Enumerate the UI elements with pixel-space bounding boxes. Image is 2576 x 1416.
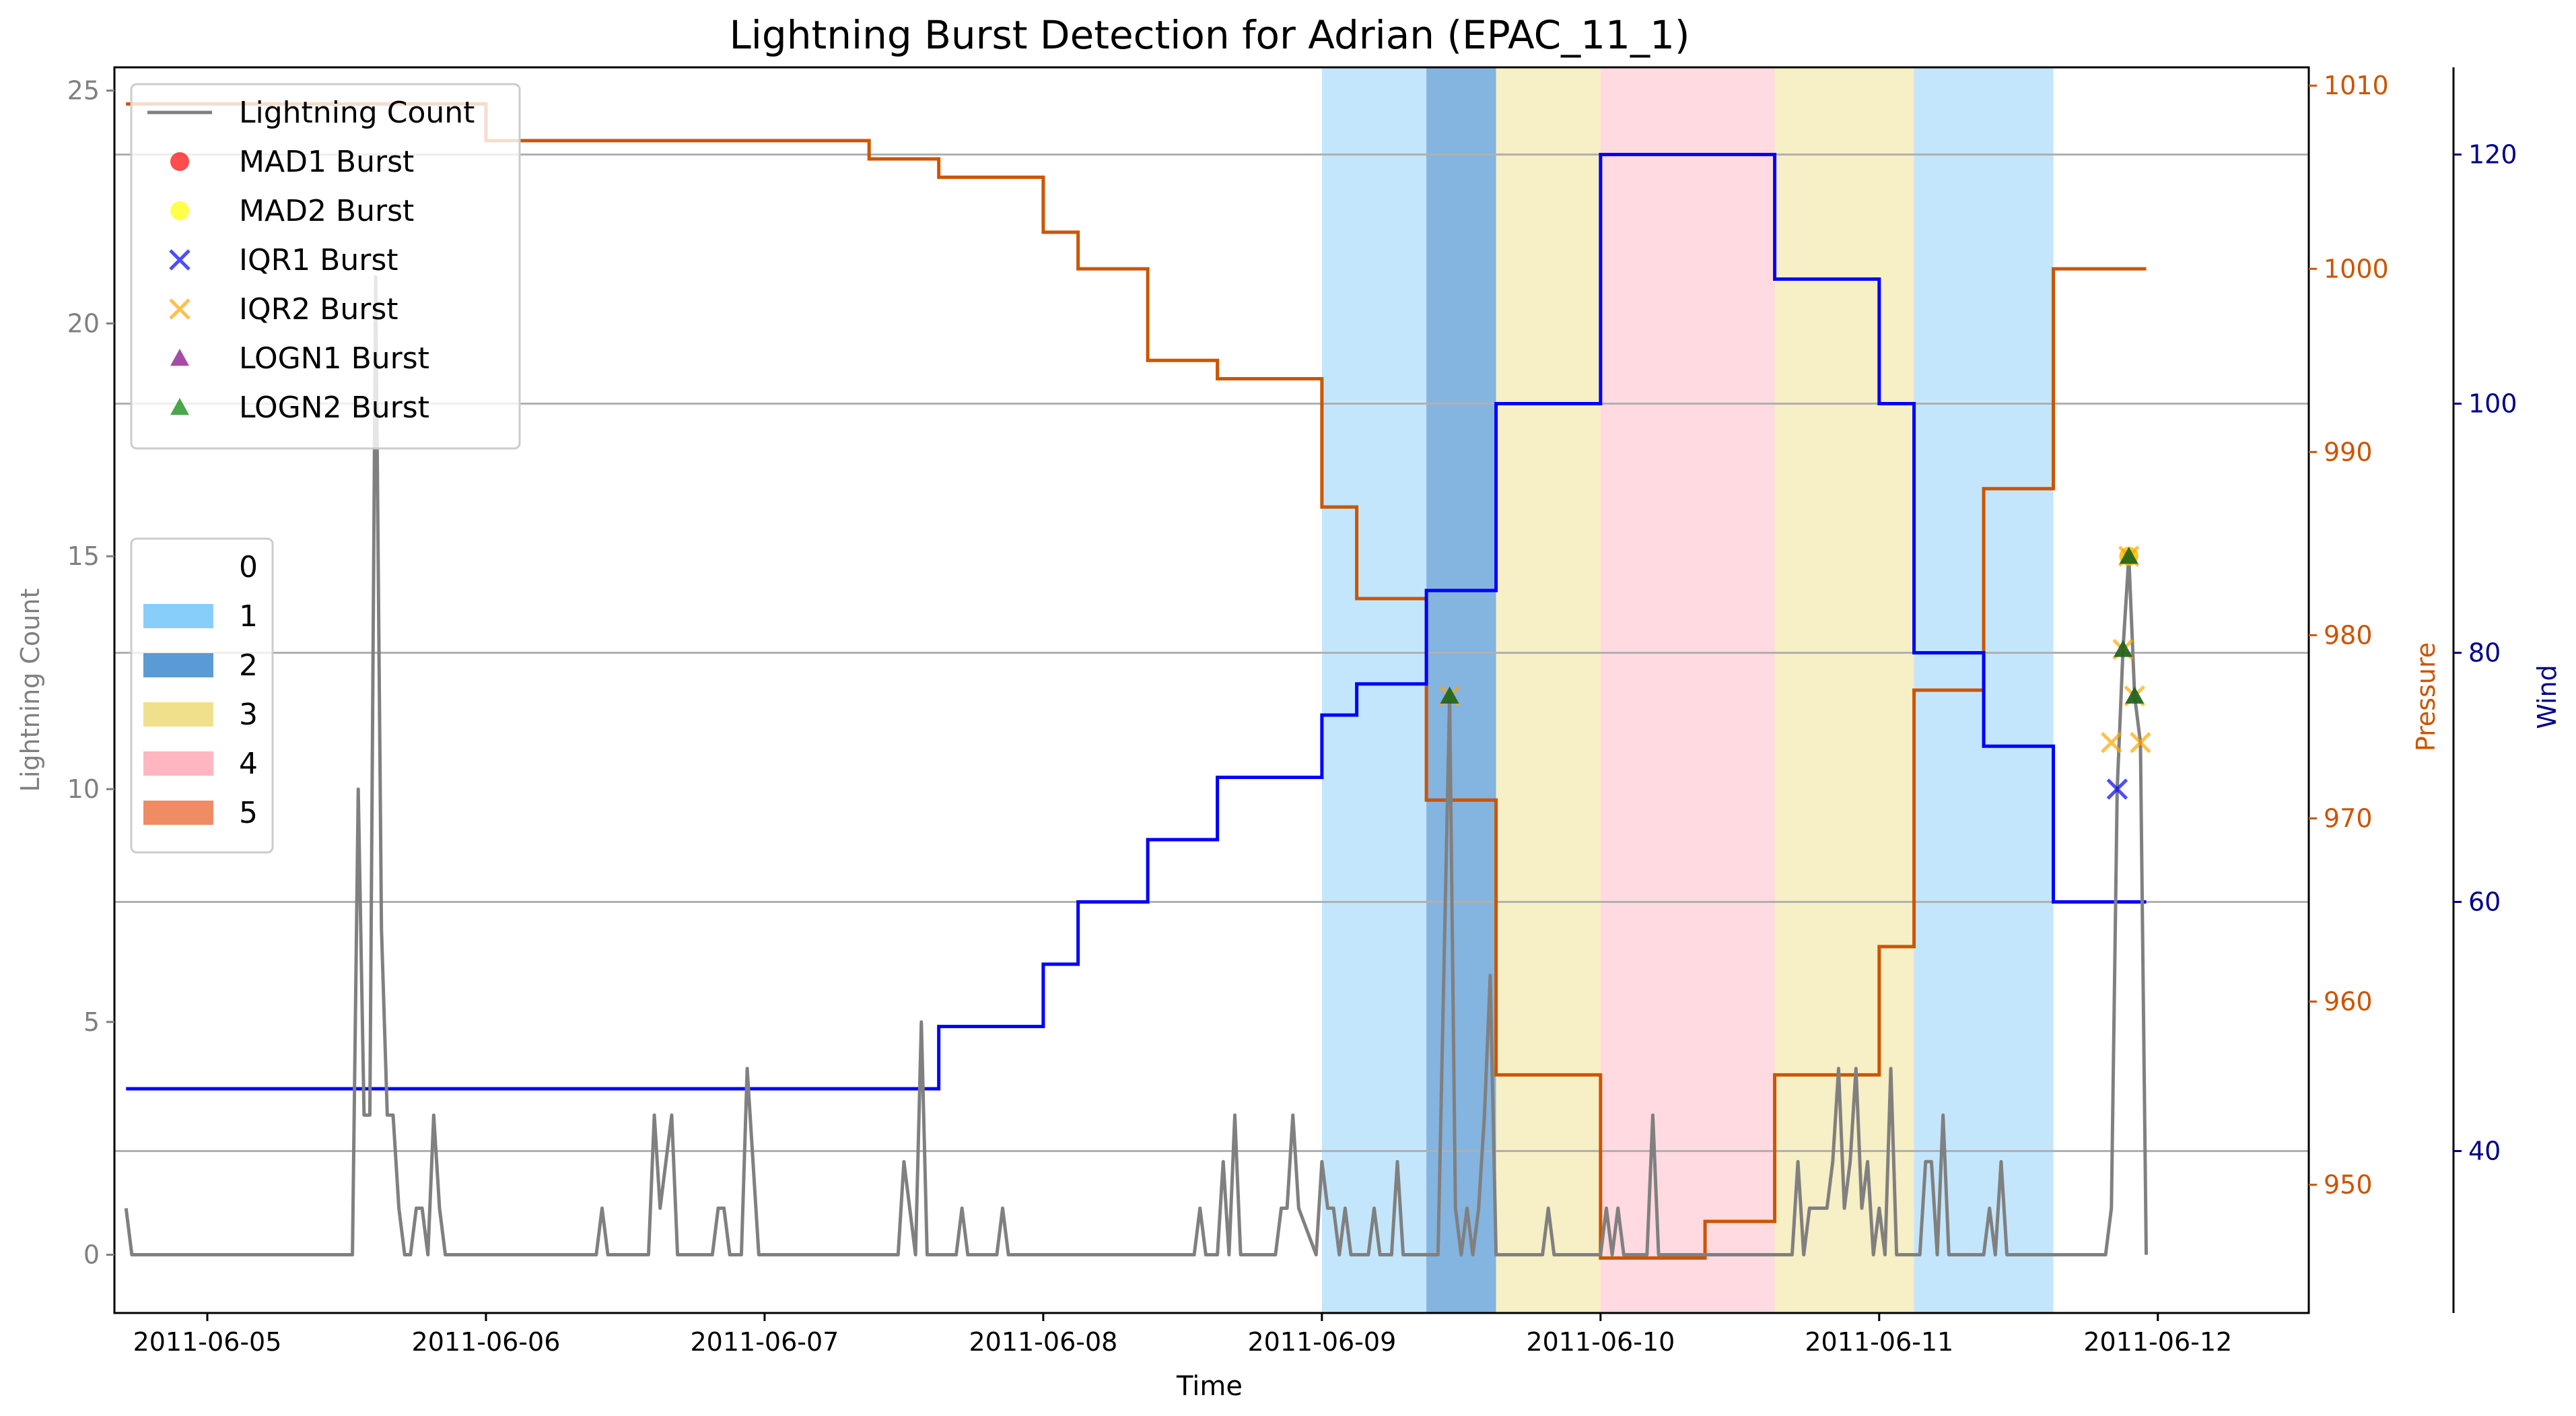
- lightning-series: [124, 275, 2149, 1257]
- legend-logn2-burst-marker: [170, 398, 189, 415]
- category-spans: [1321, 67, 2054, 1313]
- legend-iqr2-burst-marker: [169, 298, 190, 320]
- logn2-burst-marker: [1440, 686, 1459, 704]
- y-wind-tick-label: 100: [2468, 389, 2517, 419]
- x-tick-label: 2011-06-09: [1247, 1327, 1396, 1357]
- y-left-tick-label: 20: [67, 308, 100, 338]
- legend-category-label: 5: [239, 796, 258, 830]
- legend-category-label: 4: [239, 747, 258, 781]
- legend-mad2-burst-marker: [170, 201, 189, 220]
- legend-category-swatch: [143, 702, 213, 727]
- logn2-burst-marker: [2119, 547, 2138, 564]
- y-left-tick-label: 25: [67, 76, 100, 106]
- y-pressure-tick-label: 980: [2324, 620, 2373, 650]
- y-pressure-tick-label: 970: [2324, 803, 2373, 833]
- category-span-1: [1321, 67, 1427, 1313]
- legend-category-swatch: [143, 751, 213, 776]
- iqr2-burst-marker: [2130, 732, 2151, 753]
- plot-frame: [113, 66, 2310, 1314]
- category-span-4: [1600, 67, 1775, 1313]
- legend-series-label: LOGN2 Burst: [239, 391, 429, 425]
- legend-series-label: Lightning Count: [239, 96, 475, 130]
- pressure-line: [126, 102, 2147, 1260]
- y-pressure-tick-label: 950: [2324, 1170, 2373, 1200]
- y-pressure-tick-label: 960: [2324, 987, 2373, 1017]
- y-wind-tick-label: 60: [2468, 887, 2501, 917]
- category-span-3: [1496, 67, 1601, 1313]
- legend-category-label: 1: [239, 599, 258, 634]
- category-span-2: [1426, 67, 1496, 1313]
- legend-iqr1-burst-marker: [169, 249, 190, 271]
- x-tick-label: 2011-06-05: [133, 1327, 282, 1357]
- legend-category-label: 2: [239, 648, 258, 683]
- legend-series-box: [130, 83, 521, 450]
- legends: Lightning Count MAD1 Burst MAD2 Burst IQR1 …: [130, 83, 521, 854]
- legend-series-label: IQR2 Burst: [239, 292, 398, 327]
- wind-line: [126, 153, 2147, 1091]
- logn2-burst-marker: [2114, 640, 2133, 657]
- legend-series-label: LOGN1 Burst: [239, 341, 429, 376]
- wind-series: [126, 153, 2147, 1091]
- chart-title: Lightning Burst Detection for Adrian (EP…: [729, 12, 1690, 58]
- y-left-tick-label: 15: [67, 541, 100, 571]
- x-tick-label: 2011-06-08: [969, 1327, 1117, 1357]
- y-pressure-tick-label: 1000: [2324, 254, 2389, 283]
- legend-category-swatch: [143, 604, 213, 628]
- legend-series-label: IQR1 Burst: [239, 243, 398, 277]
- legend-category-swatch: [143, 555, 213, 579]
- legend-category-swatch: [143, 801, 213, 825]
- y-wind-tick-label: 40: [2468, 1137, 2501, 1166]
- lightning-count-line: [124, 275, 2149, 1257]
- y-wind-tick-label: 120: [2468, 140, 2517, 170]
- legend-category-label: 3: [239, 698, 258, 732]
- y-left-tick-label: 5: [83, 1007, 100, 1037]
- legend-series-label: MAD1 Burst: [239, 145, 414, 179]
- legend-category-label: 0: [239, 550, 258, 584]
- y-pressure-tick-label: 1010: [2324, 71, 2389, 100]
- x-tick-label: 2011-06-11: [1805, 1327, 1953, 1357]
- y-axis-label-lightning: Lightning Count: [15, 588, 45, 793]
- legend-series-label: MAD2 Burst: [239, 194, 414, 228]
- y-left-tick-label: 0: [83, 1240, 100, 1270]
- x-tick-label: 2011-06-10: [1526, 1327, 1675, 1357]
- logn2-burst-marker: [2125, 686, 2145, 704]
- iqr2-burst-marker: [2101, 732, 2122, 753]
- x-tick-label: 2011-06-12: [2083, 1327, 2232, 1357]
- burst-markers: [1438, 545, 2151, 800]
- x-axis-label: Time: [1176, 1371, 1243, 1402]
- legend-mad1-burst-marker: [170, 152, 189, 171]
- y-wind-tick-label: 80: [2468, 638, 2501, 668]
- y-pressure-tick-label: 990: [2324, 437, 2373, 467]
- y-axis-label-wind: Wind: [2532, 665, 2562, 729]
- iqr1-burst-marker: [2106, 778, 2128, 800]
- legend-logn1-burst-marker: [170, 349, 189, 366]
- x-tick-label: 2011-06-06: [412, 1327, 561, 1357]
- y-left-tick-label: 10: [67, 774, 100, 804]
- pressure-series: [126, 102, 2147, 1260]
- x-tick-label: 2011-06-07: [691, 1327, 839, 1357]
- legend-category-swatch: [143, 653, 213, 677]
- axes: 2011-06-05 2011-06-06 2011-06-07 2011-06-08…: [67, 66, 2517, 1357]
- y-axis-label-pressure: Pressure: [2411, 642, 2441, 751]
